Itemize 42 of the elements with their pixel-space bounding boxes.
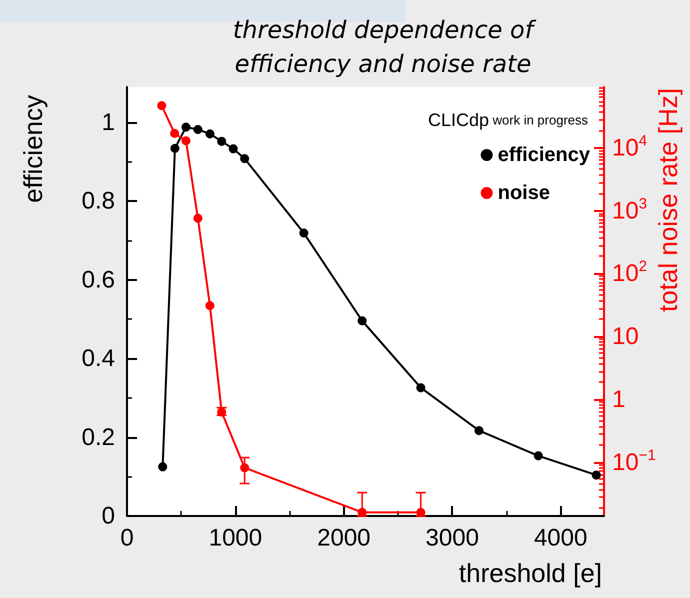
- y-axis-title: efficiency: [18, 94, 48, 203]
- y-tick-label: 1: [102, 108, 115, 136]
- point: [158, 462, 168, 472]
- point: [181, 122, 190, 132]
- point: [240, 463, 250, 472]
- point: [299, 228, 308, 238]
- annotation: CLICdp work in progress: [428, 110, 588, 130]
- point: [416, 508, 426, 517]
- y-tick-label: 0: [102, 502, 115, 530]
- legend-label: noise: [498, 182, 550, 204]
- legend-label: efficiency: [498, 144, 591, 166]
- point: [416, 383, 426, 392]
- y-tick-label: 0.6: [82, 266, 115, 294]
- point: [193, 214, 202, 223]
- point: [228, 144, 238, 154]
- point: [592, 470, 601, 480]
- point: [205, 129, 214, 138]
- point: [358, 316, 367, 326]
- point: [157, 101, 166, 110]
- y-tick-label: 0.2: [82, 424, 115, 451]
- x-tick-label: 2000: [317, 524, 371, 552]
- chart-title: threshold dependence of efficiency and noise rate: [232, 16, 537, 78]
- x-tick-label: 0: [120, 524, 134, 552]
- point: [170, 144, 180, 153]
- point: [181, 136, 190, 146]
- y2-axis-title: total noise rate [Hz]: [653, 88, 683, 312]
- point: [205, 301, 214, 310]
- point: [474, 426, 484, 436]
- x-tick-label: 1000: [208, 524, 262, 552]
- point: [170, 128, 180, 138]
- y-tick-label: 0.4: [82, 345, 115, 372]
- point: [358, 508, 367, 517]
- point: [240, 154, 250, 164]
- x-tick-label: 4000: [534, 524, 588, 552]
- point: [534, 451, 543, 460]
- point: [193, 125, 202, 134]
- point: [217, 136, 226, 146]
- y2-tick-label: 10: [612, 323, 639, 350]
- y-tick-label: 0.8: [82, 188, 115, 215]
- y2-tick-label: 1: [612, 386, 626, 413]
- x-tick-label: 3000: [426, 524, 479, 552]
- x-axis-title: threshold [e]: [458, 558, 602, 588]
